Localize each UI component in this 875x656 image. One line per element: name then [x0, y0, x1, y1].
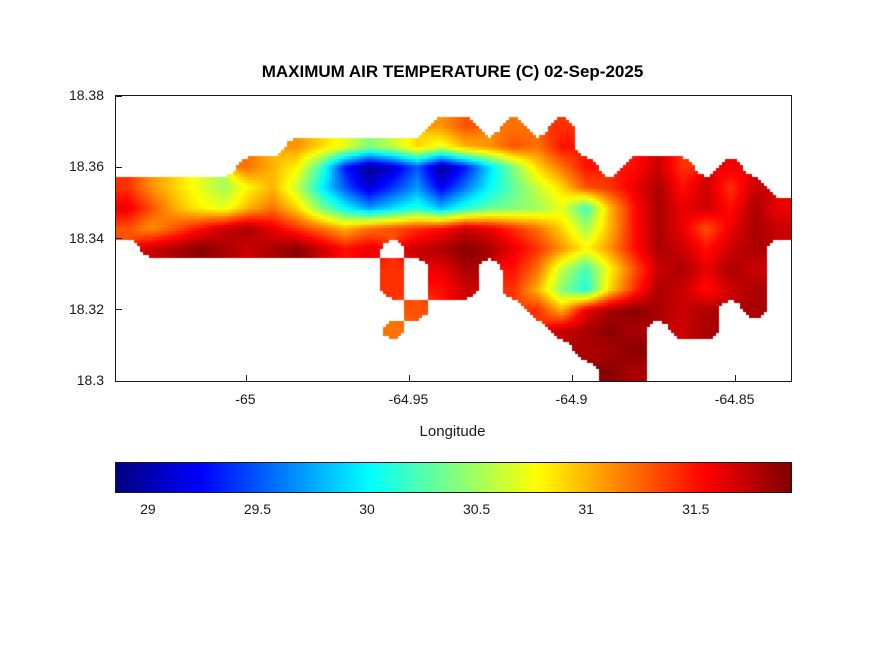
x-tick-label: -64.9 [555, 391, 588, 407]
colorbar-tick-label: 30.5 [462, 501, 491, 517]
x-tick-mark [245, 375, 247, 381]
chart-title: MAXIMUM AIR TEMPERATURE (C) 02-Sep-2025 [261, 62, 644, 81]
y-tick-mark [116, 380, 122, 382]
y-tick-mark [116, 238, 122, 239]
colorbar-tick-label: 31 [578, 501, 594, 517]
y-tick-label: 18.38 [68, 87, 104, 103]
colorbar-gradient [116, 463, 791, 492]
y-tick-mark [116, 166, 122, 168]
colorbar-tick-label: 30 [359, 501, 375, 517]
y-tick-label: 18.32 [68, 300, 104, 317]
colorbar-tick-label: 31.5 [682, 501, 710, 517]
x-tick-mark [735, 375, 737, 381]
colorbar-tick-label: 29.5 [243, 501, 272, 517]
y-tick-label: 18.3 [76, 372, 104, 388]
x-tick-label: -65 [235, 391, 256, 407]
x-tick-label: -64.95 [388, 391, 429, 407]
plot-area [115, 95, 792, 382]
colorbar [115, 462, 792, 493]
x-tick-mark [408, 375, 410, 381]
y-tick-label: 18.36 [68, 158, 104, 175]
y-tick-mark [116, 95, 122, 97]
x-axis-label: Longitude [419, 423, 486, 440]
x-tick-label: -64.85 [714, 391, 755, 407]
y-tick-mark [116, 309, 122, 311]
y-tick-label: 18.34 [68, 229, 104, 246]
x-tick-mark [572, 375, 574, 381]
colorbar-tick-label: 29 [140, 501, 156, 517]
heatmap-canvas [116, 96, 791, 381]
